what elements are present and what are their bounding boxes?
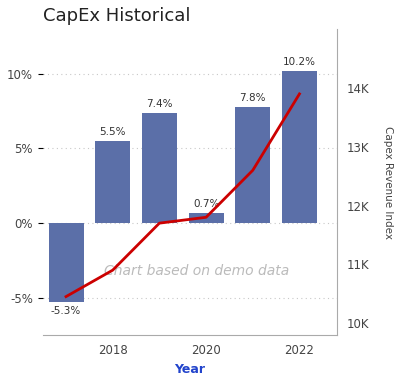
Bar — [48, 223, 84, 302]
Bar — [188, 213, 224, 223]
Text: CapEx Historical: CapEx Historical — [43, 7, 190, 25]
Bar — [235, 107, 270, 223]
Text: 7.8%: 7.8% — [240, 93, 266, 103]
Bar — [142, 113, 177, 223]
X-axis label: Year: Year — [174, 363, 205, 376]
Text: 0.7%: 0.7% — [193, 199, 219, 209]
Y-axis label: Capex Revenue Index: Capex Revenue Index — [383, 126, 393, 239]
Text: Chart based on demo data: Chart based on demo data — [104, 264, 289, 278]
Bar — [95, 141, 130, 223]
Bar — [282, 71, 317, 223]
Text: 7.4%: 7.4% — [146, 99, 173, 109]
Text: 5.5%: 5.5% — [100, 127, 126, 137]
Text: 10.2%: 10.2% — [283, 57, 316, 67]
Text: -5.3%: -5.3% — [51, 306, 81, 316]
